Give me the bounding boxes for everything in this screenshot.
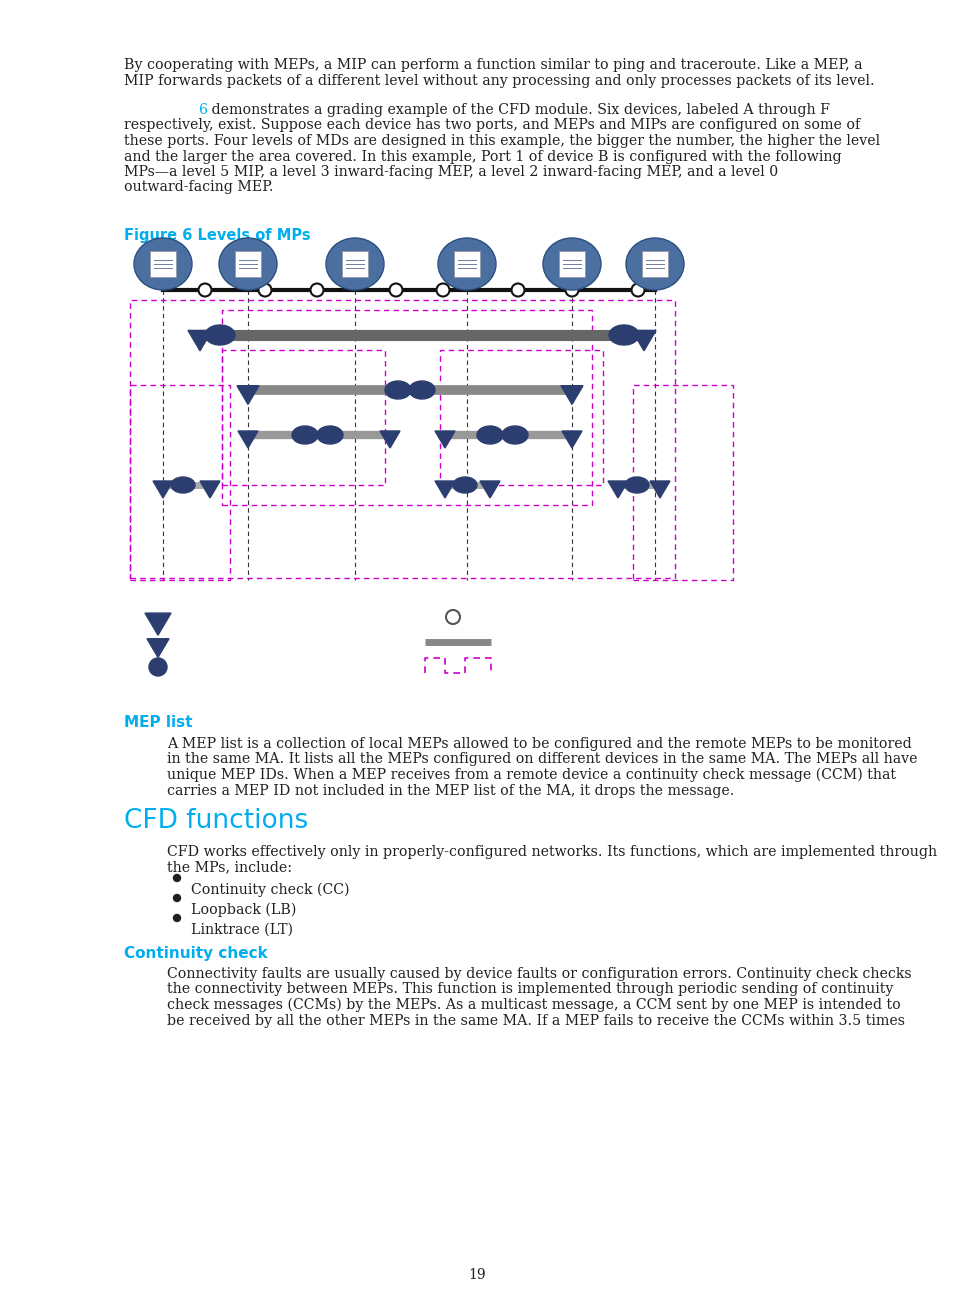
Text: in the same MA. It lists all the MEPs configured on different devices in the sam: in the same MA. It lists all the MEPs co… bbox=[167, 753, 917, 766]
Circle shape bbox=[631, 284, 644, 297]
Bar bbox=[150, 251, 175, 277]
Circle shape bbox=[258, 284, 272, 297]
Polygon shape bbox=[560, 386, 582, 404]
Ellipse shape bbox=[316, 426, 343, 445]
Text: Linktrace (LT): Linktrace (LT) bbox=[191, 923, 293, 937]
Text: MEP list: MEP list bbox=[124, 715, 193, 730]
Circle shape bbox=[198, 284, 212, 297]
Bar bbox=[454, 251, 479, 277]
Text: outward-facing MEP.: outward-facing MEP. bbox=[124, 180, 274, 194]
Bar bbox=[130, 385, 230, 581]
Bar bbox=[222, 350, 385, 485]
Polygon shape bbox=[237, 432, 257, 448]
Polygon shape bbox=[479, 481, 499, 498]
Polygon shape bbox=[200, 481, 220, 498]
Circle shape bbox=[149, 658, 167, 677]
Ellipse shape bbox=[476, 426, 502, 445]
Text: MPs—a level 5 MIP, a level 3 inward-facing MEP, a level 2 inward-facing MEP, and: MPs—a level 5 MIP, a level 3 inward-faci… bbox=[124, 165, 778, 179]
Bar bbox=[222, 310, 592, 505]
Polygon shape bbox=[147, 639, 169, 657]
Bar bbox=[130, 299, 675, 578]
Text: Continuity check (CC): Continuity check (CC) bbox=[191, 883, 349, 897]
Text: unique MEP IDs. When a MEP receives from a remote device a continuity check mess: unique MEP IDs. When a MEP receives from… bbox=[167, 769, 895, 783]
Text: check messages (CCMs) by the MEPs. As a multicast message, a CCM sent by one MEP: check messages (CCMs) by the MEPs. As a … bbox=[167, 998, 900, 1012]
Text: respectively, exist. Suppose each device has two ports, and MEPs and MIPs are co: respectively, exist. Suppose each device… bbox=[124, 118, 860, 132]
Text: Continuity check: Continuity check bbox=[124, 946, 268, 962]
Bar bbox=[558, 251, 584, 277]
Polygon shape bbox=[435, 432, 455, 448]
Text: Connectivity faults are usually caused by device faults or configuration errors.: Connectivity faults are usually caused b… bbox=[167, 967, 911, 981]
Polygon shape bbox=[188, 330, 212, 351]
Bar bbox=[633, 385, 732, 581]
Ellipse shape bbox=[501, 426, 527, 445]
Circle shape bbox=[446, 610, 459, 623]
Polygon shape bbox=[152, 481, 172, 498]
Text: CFD works effectively only in properly-configured networks. Its functions, which: CFD works effectively only in properly-c… bbox=[167, 845, 936, 859]
Text: these ports. Four levels of MDs are designed in this example, the bigger the num: these ports. Four levels of MDs are desi… bbox=[124, 133, 880, 148]
Polygon shape bbox=[561, 432, 581, 448]
Text: Figure 6 Levels of MPs: Figure 6 Levels of MPs bbox=[124, 228, 311, 244]
Text: 6: 6 bbox=[199, 102, 208, 117]
Text: the connectivity between MEPs. This function is implemented through periodic sen: the connectivity between MEPs. This func… bbox=[167, 982, 892, 997]
Circle shape bbox=[173, 915, 180, 921]
Ellipse shape bbox=[409, 381, 435, 399]
Circle shape bbox=[310, 284, 323, 297]
Polygon shape bbox=[607, 481, 627, 498]
Circle shape bbox=[511, 284, 524, 297]
Circle shape bbox=[436, 284, 449, 297]
Bar bbox=[234, 251, 261, 277]
Text: By cooperating with MEPs, a MIP can perform a function similar to ping and trace: By cooperating with MEPs, a MIP can perf… bbox=[124, 58, 862, 73]
Bar bbox=[439, 350, 602, 485]
Text: CFD functions: CFD functions bbox=[124, 807, 308, 835]
Text: MIP forwards packets of a different level without any processing and only proces: MIP forwards packets of a different leve… bbox=[124, 74, 874, 88]
Ellipse shape bbox=[624, 477, 648, 492]
Polygon shape bbox=[145, 613, 171, 635]
Ellipse shape bbox=[608, 325, 639, 345]
Ellipse shape bbox=[542, 238, 600, 290]
Ellipse shape bbox=[292, 426, 317, 445]
Polygon shape bbox=[649, 481, 669, 498]
Bar bbox=[341, 251, 368, 277]
Ellipse shape bbox=[326, 238, 384, 290]
Ellipse shape bbox=[219, 238, 276, 290]
Text: 19: 19 bbox=[468, 1267, 485, 1282]
Circle shape bbox=[389, 284, 402, 297]
Ellipse shape bbox=[453, 477, 476, 492]
Polygon shape bbox=[379, 432, 399, 448]
Text: demonstrates a grading example of the CFD module. Six devices, labeled A through: demonstrates a grading example of the CF… bbox=[207, 102, 829, 117]
Circle shape bbox=[173, 894, 180, 902]
Ellipse shape bbox=[133, 238, 192, 290]
Text: Loopback (LB): Loopback (LB) bbox=[191, 903, 296, 918]
Text: and the larger the area covered. In this example, Port 1 of device B is configur: and the larger the area covered. In this… bbox=[124, 149, 841, 163]
Polygon shape bbox=[435, 481, 455, 498]
Ellipse shape bbox=[625, 238, 683, 290]
Circle shape bbox=[173, 875, 180, 881]
Bar bbox=[641, 251, 667, 277]
Polygon shape bbox=[236, 386, 258, 404]
Ellipse shape bbox=[205, 325, 234, 345]
Ellipse shape bbox=[437, 238, 496, 290]
Text: be received by all the other MEPs in the same MA. If a MEP fails to receive the : be received by all the other MEPs in the… bbox=[167, 1013, 904, 1028]
Circle shape bbox=[565, 284, 578, 297]
Text: the MPs, include:: the MPs, include: bbox=[167, 861, 292, 875]
Polygon shape bbox=[631, 330, 656, 351]
Ellipse shape bbox=[171, 477, 194, 492]
Ellipse shape bbox=[385, 381, 411, 399]
Text: carries a MEP ID not included in the MEP list of the MA, it drops the message.: carries a MEP ID not included in the MEP… bbox=[167, 784, 734, 797]
Text: A MEP list is a collection of local MEPs allowed to be configured and the remote: A MEP list is a collection of local MEPs… bbox=[167, 737, 911, 750]
